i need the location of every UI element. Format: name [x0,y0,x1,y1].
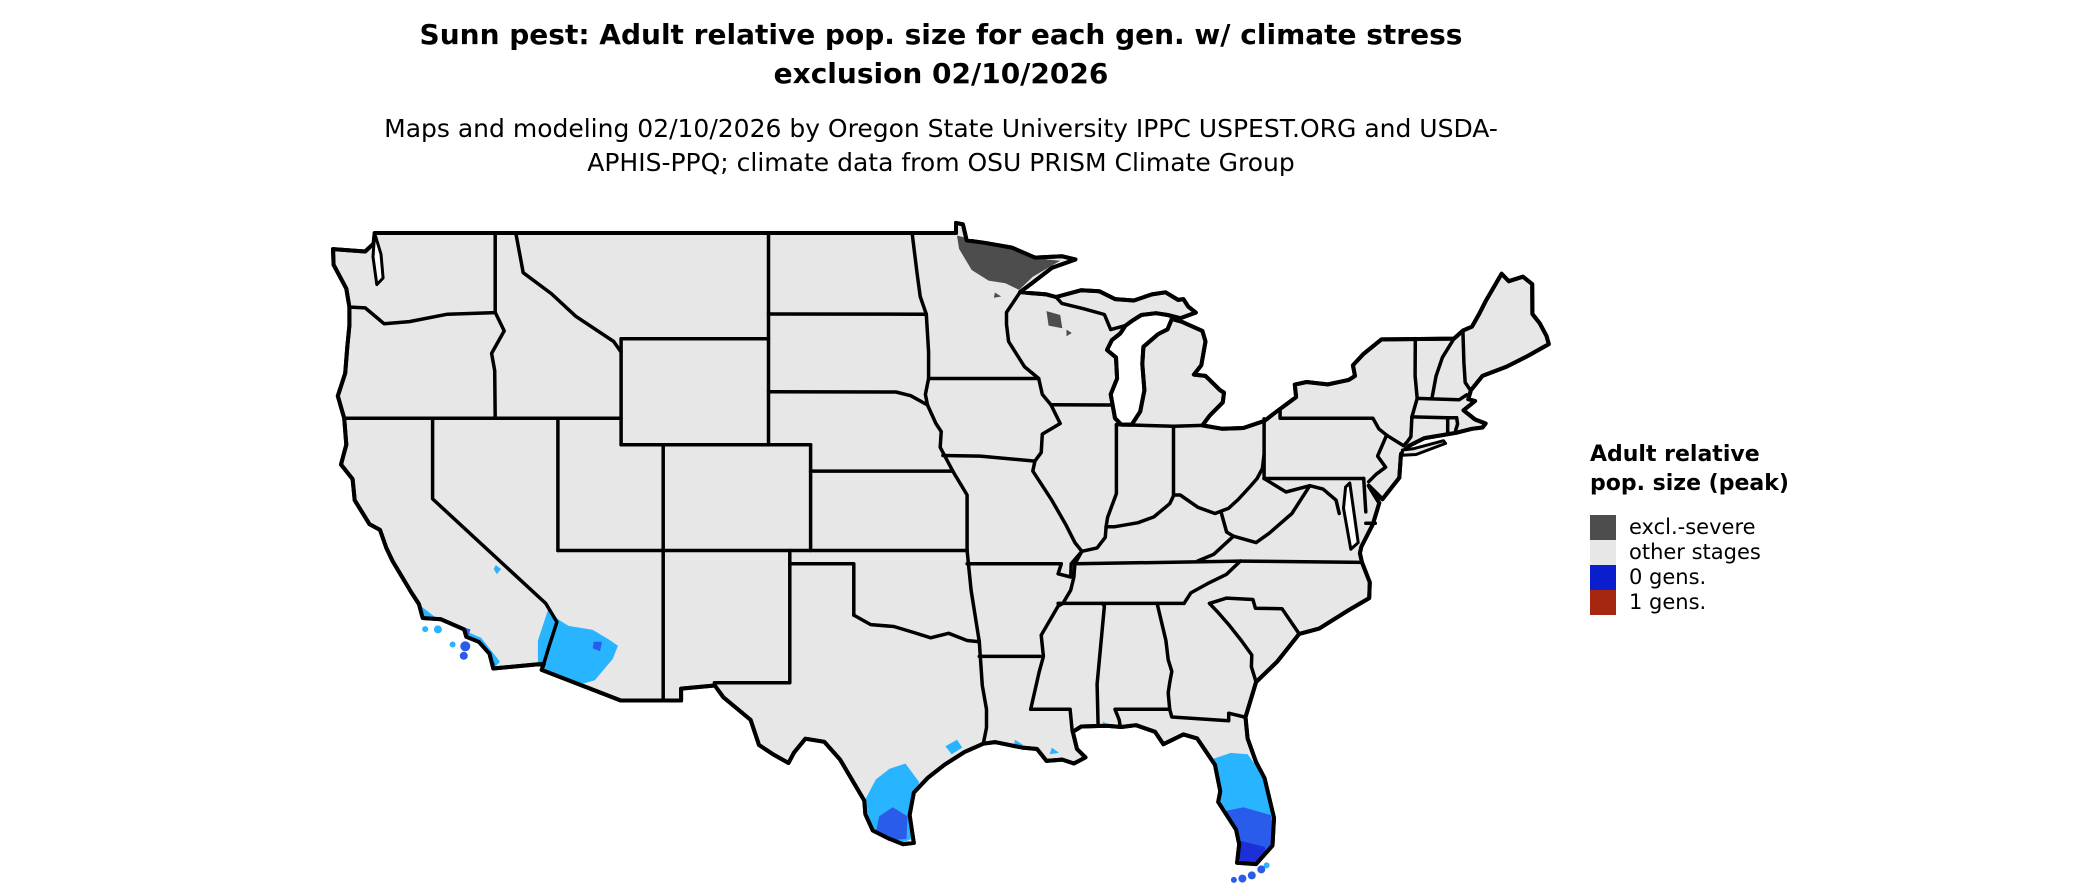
legend-label: 0 gens. [1629,565,1707,589]
figure-subtitle-text: Maps and modeling 02/10/2026 by Oregon S… [384,114,1498,177]
legend-swatch-other-stages-icon [1590,540,1616,565]
legend-label: other stages [1629,540,1761,564]
map-coastline [331,220,1551,867]
legend-swatch-excl-severe-icon [1590,515,1616,540]
map-legend: Adult relative pop. size (peak) excl.-se… [1590,440,1820,615]
map-offshore-dots [422,625,1270,883]
figure-title: Sunn pest: Adult relative pop. size for … [0,16,1882,93]
legend-item-0-gens: 0 gens. [1590,565,1820,590]
legend-swatch-0-gens-icon [1590,565,1616,590]
map-islands [1400,439,1448,457]
legend-item-1-gens: 1 gens. [1590,590,1820,615]
map-inland-water [371,231,1360,551]
map-state-borders [342,231,1472,746]
figure-title-text: Sunn pest: Adult relative pop. size for … [419,18,1463,90]
legend-items: excl.-severe other stages 0 gens. 1 gens… [1590,515,1820,615]
figure-subtitle: Maps and modeling 02/10/2026 by Oregon S… [0,112,1882,179]
legend-title: Adult relative pop. size (peak) [1590,442,1789,496]
legend-item-other-stages: other stages [1590,540,1820,565]
legend-swatch-1-gens-icon [1590,590,1616,615]
legend-label: excl.-severe [1629,515,1756,539]
legend-label: 1 gens. [1629,590,1707,614]
legend-item-excl-severe: excl.-severe [1590,515,1820,540]
